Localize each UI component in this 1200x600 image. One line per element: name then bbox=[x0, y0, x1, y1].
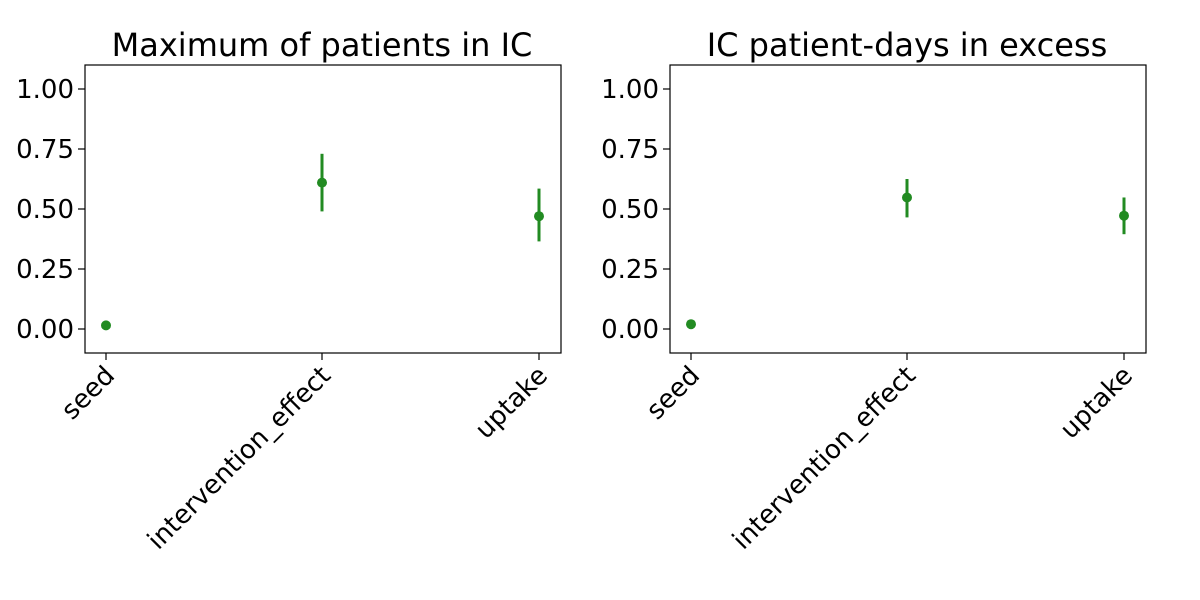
data-point bbox=[1119, 210, 1129, 221]
y-tick-label: 0.00 bbox=[601, 315, 659, 345]
y-tick-label: 0.00 bbox=[16, 315, 74, 345]
y-tick-label: 1.00 bbox=[601, 75, 659, 105]
data-point bbox=[686, 319, 696, 330]
chart-title-1: Maximum of patients in IC bbox=[112, 26, 533, 64]
y-tick-label: 0.75 bbox=[601, 135, 659, 165]
chart-title-2: IC patient-days in excess bbox=[707, 26, 1108, 64]
y-tick-label: 1.00 bbox=[16, 75, 74, 105]
data-point bbox=[317, 177, 327, 188]
y-tick-label: 0.25 bbox=[601, 255, 659, 285]
y-tick-label: 0.50 bbox=[601, 195, 659, 225]
data-point bbox=[534, 211, 544, 222]
data-point bbox=[101, 320, 111, 331]
y-tick-label: 0.25 bbox=[16, 255, 74, 285]
y-tick-label: 0.50 bbox=[16, 195, 74, 225]
data-point bbox=[902, 192, 912, 203]
y-tick-label: 0.75 bbox=[16, 135, 74, 165]
